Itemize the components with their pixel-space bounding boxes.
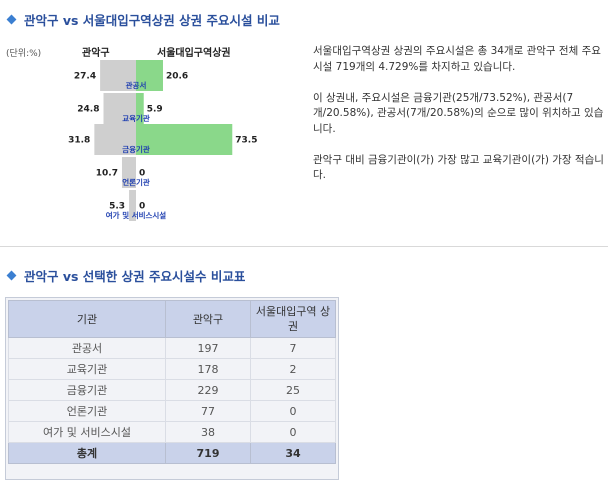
chart-header-gwanak: 관악구 <box>82 48 110 59</box>
cell-facility: 관공서 <box>8 337 166 359</box>
table-row: 여가 및 서비스시설 38 0 <box>8 421 336 443</box>
value-label-area: 73.5 <box>235 136 257 146</box>
cell-facility: 여가 및 서비스시설 <box>8 421 166 443</box>
cell-gwanak: 178 <box>165 358 251 380</box>
value-label-gwanak: 31.8 <box>68 136 90 146</box>
category-label: 언론기관 <box>122 177 150 187</box>
cell-gwanak: 229 <box>165 379 251 401</box>
cell-area: 25 <box>250 379 336 401</box>
description-paragraph-2: 이 상권내, 주요시설은 금융기관(25개/73.52%), 관공서(7개/20… <box>313 91 604 135</box>
description-paragraph-3: 관악구 대비 금융기관이(가) 가장 많고 교육기관이(가) 가장 적습니다. <box>313 153 604 182</box>
value-label-gwanak: 10.7 <box>96 169 118 179</box>
value-label-area: 0 <box>139 202 145 212</box>
header-gwanak: 관악구 <box>165 300 251 338</box>
bar-gwanak-2 <box>94 124 136 155</box>
cell-gwanak: 38 <box>165 421 251 443</box>
section-divider <box>0 246 608 247</box>
unit-label: (단위:%) <box>6 49 42 59</box>
value-label-area: 20.6 <box>166 72 188 82</box>
value-label-gwanak: 24.8 <box>77 105 99 115</box>
category-label: 교육기관 <box>122 113 150 123</box>
cell-facility: 금융기관 <box>8 379 166 401</box>
cell-area: 2 <box>250 358 336 380</box>
section-title-table: 관악구 vs 선택한 상권 주요시설수 비교표 <box>6 266 245 285</box>
bar-gwanak-4 <box>129 190 136 221</box>
table-row: 언론기관 77 0 <box>8 400 336 422</box>
cell-total-gwanak: 719 <box>165 442 251 464</box>
cell-area: 7 <box>250 337 336 359</box>
category-label: 여가 및 서비스시설 <box>106 210 167 220</box>
description-panel: 서울대입구역상권 상권의 주요시설은 총 34개로 관악구 전체 주요시설 71… <box>313 44 605 199</box>
section-title-text: 관악구 vs 서울대입구역상권 상권 주요시설 비교 <box>24 13 280 28</box>
value-label-area: 5.9 <box>147 105 163 115</box>
facility-comparison-table: 기관 관악구 서울대입구역 상권 관공서 197 7 교육기관 178 2 금융… <box>8 300 336 464</box>
section-title-comparison: 관악구 vs 서울대입구역상권 상권 주요시설 비교 <box>6 10 280 29</box>
diamond-bullet-icon <box>6 270 17 281</box>
value-label-area: 0 <box>139 169 145 179</box>
category-label: 금융기관 <box>122 144 150 154</box>
description-paragraph-1: 서울대입구역상권 상권의 주요시설은 총 34개로 관악구 전체 주요시설 71… <box>313 45 601 73</box>
bar-area-0 <box>136 60 163 91</box>
table-total-row: 총계 719 34 <box>8 442 336 464</box>
cell-facility: 언론기관 <box>8 400 166 422</box>
cell-area: 0 <box>250 421 336 443</box>
header-facility: 기관 <box>8 300 166 338</box>
value-label-gwanak: 27.4 <box>74 72 96 82</box>
cell-gwanak: 197 <box>165 337 251 359</box>
section-title-text: 관악구 vs 선택한 상권 주요시설수 비교표 <box>24 269 246 284</box>
bar-gwanak-1 <box>103 93 136 124</box>
table-row: 관공서 197 7 <box>8 337 336 359</box>
bar-area-2 <box>136 124 233 155</box>
cell-total-label: 총계 <box>8 442 166 464</box>
chart-header-area: 서울대입구역상권 <box>157 48 231 59</box>
cell-gwanak: 77 <box>165 400 251 422</box>
table-row: 교육기관 178 2 <box>8 358 336 380</box>
cell-area: 0 <box>250 400 336 422</box>
cell-facility: 교육기관 <box>8 358 166 380</box>
table-row: 금융기관 229 25 <box>8 379 336 401</box>
table-header-row: 기관 관악구 서울대입구역 상권 <box>8 300 336 338</box>
category-label: 관공서 <box>126 80 147 90</box>
cell-total-area: 34 <box>250 442 336 464</box>
bar-gwanak-3 <box>121 157 136 188</box>
bar-gwanak-0 <box>100 60 136 91</box>
bar-area-1 <box>136 93 144 124</box>
value-label-gwanak: 5.3 <box>109 202 125 212</box>
header-area: 서울대입구역 상권 <box>250 300 336 338</box>
